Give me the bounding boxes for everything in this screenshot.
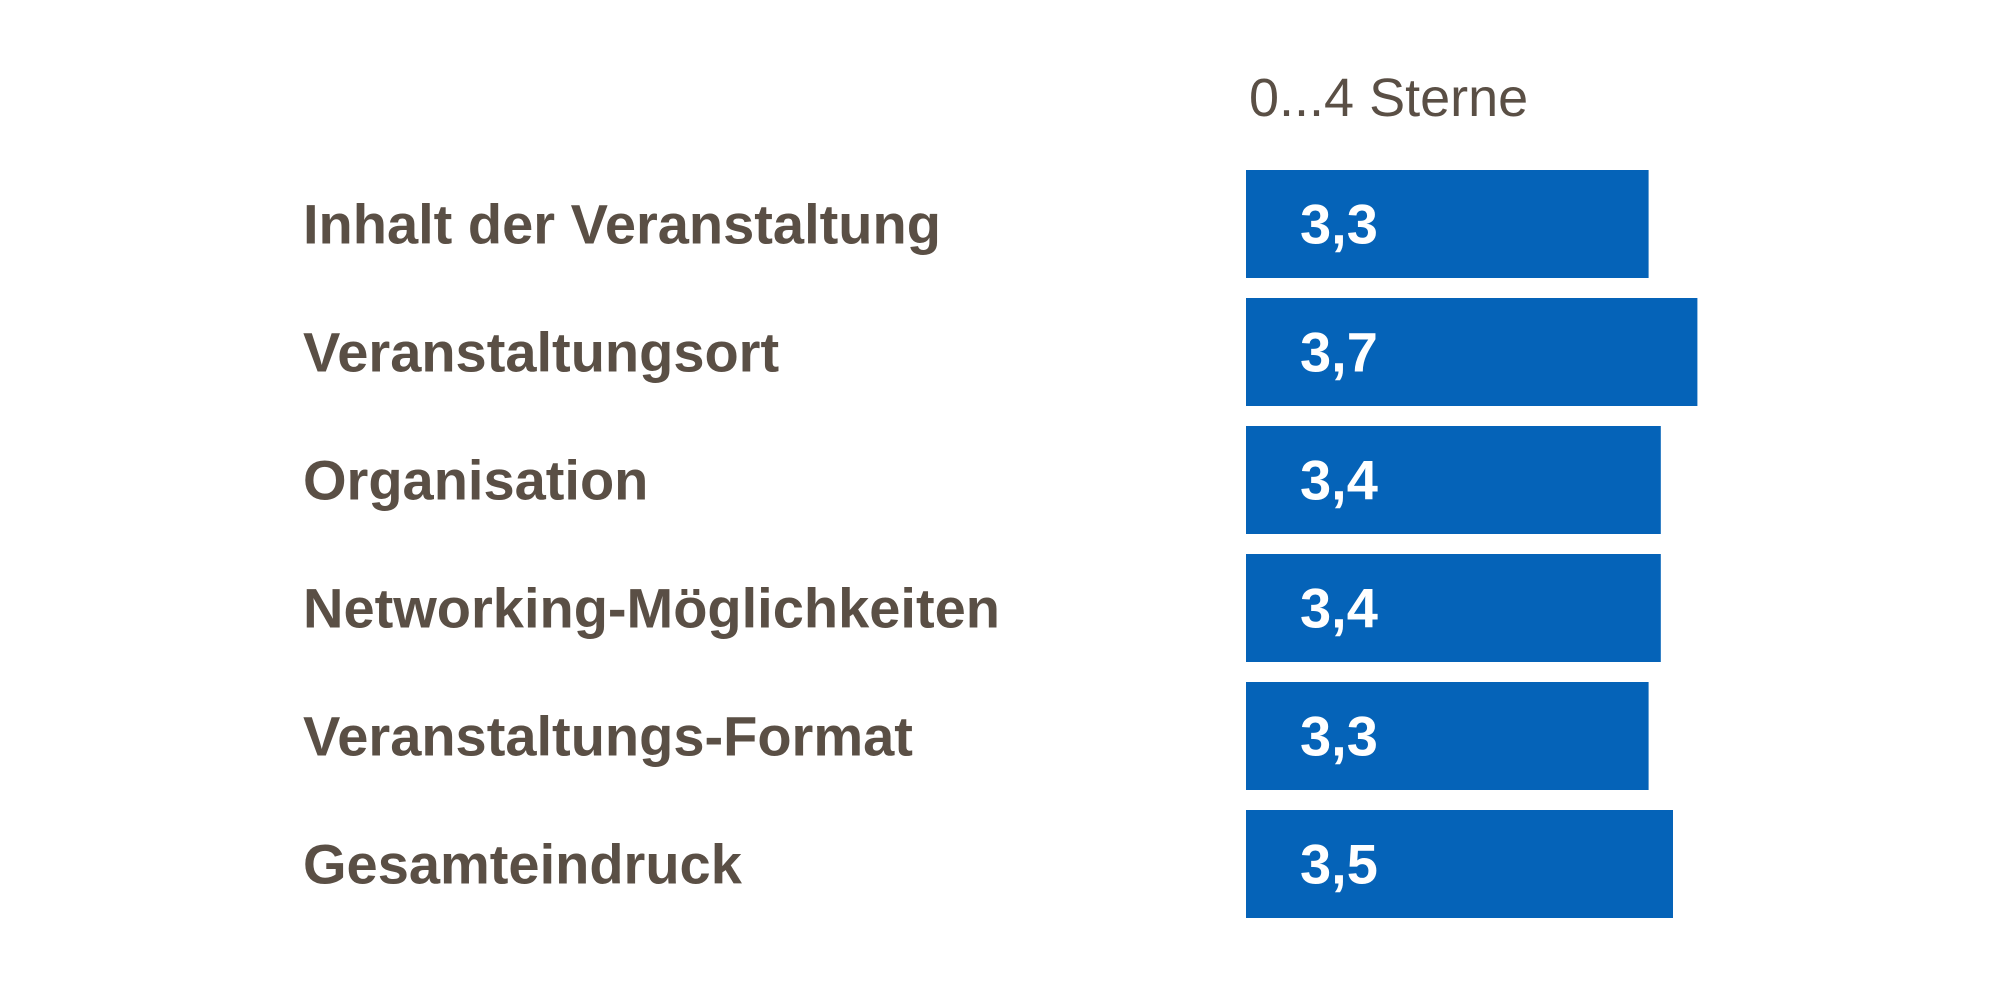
bar-row: Veranstaltungsort 3,7 bbox=[303, 298, 1698, 406]
value-label: 3,5 bbox=[1300, 833, 1378, 896]
bar-row: Organisation 3,4 bbox=[303, 426, 1661, 534]
bar bbox=[1246, 682, 1649, 790]
value-label: 3,3 bbox=[1300, 705, 1378, 768]
bar bbox=[1246, 810, 1673, 918]
category-label: Veranstaltungs-Format bbox=[303, 705, 913, 768]
bar bbox=[1246, 554, 1661, 662]
value-label: 3,3 bbox=[1300, 193, 1378, 256]
category-label: Gesamteindruck bbox=[303, 833, 743, 896]
bar bbox=[1246, 170, 1649, 278]
bar bbox=[1246, 426, 1661, 534]
bars-layer: Inhalt der Veranstaltung 3,3Veranstaltung… bbox=[303, 170, 1698, 918]
value-label: 3,4 bbox=[1300, 577, 1378, 640]
bar-row: Veranstaltungs-Format 3,3 bbox=[303, 682, 1649, 790]
category-label: Inhalt der Veranstaltung bbox=[303, 193, 941, 256]
category-label: Networking-Möglichkeiten bbox=[303, 577, 1000, 640]
axis-caption: 0...4 Sterne bbox=[1249, 68, 1528, 128]
bar bbox=[1246, 298, 1698, 406]
bar-row: Inhalt der Veranstaltung 3,3 bbox=[303, 170, 1649, 278]
bar-row: Gesamteindruck 3,5 bbox=[303, 810, 1673, 918]
bar-row: Networking-Möglichkeiten 3,4 bbox=[303, 554, 1661, 662]
value-label: 3,4 bbox=[1300, 449, 1378, 512]
category-label: Organisation bbox=[303, 449, 648, 512]
value-label: 3,7 bbox=[1300, 321, 1378, 384]
category-label: Veranstaltungsort bbox=[303, 321, 779, 384]
